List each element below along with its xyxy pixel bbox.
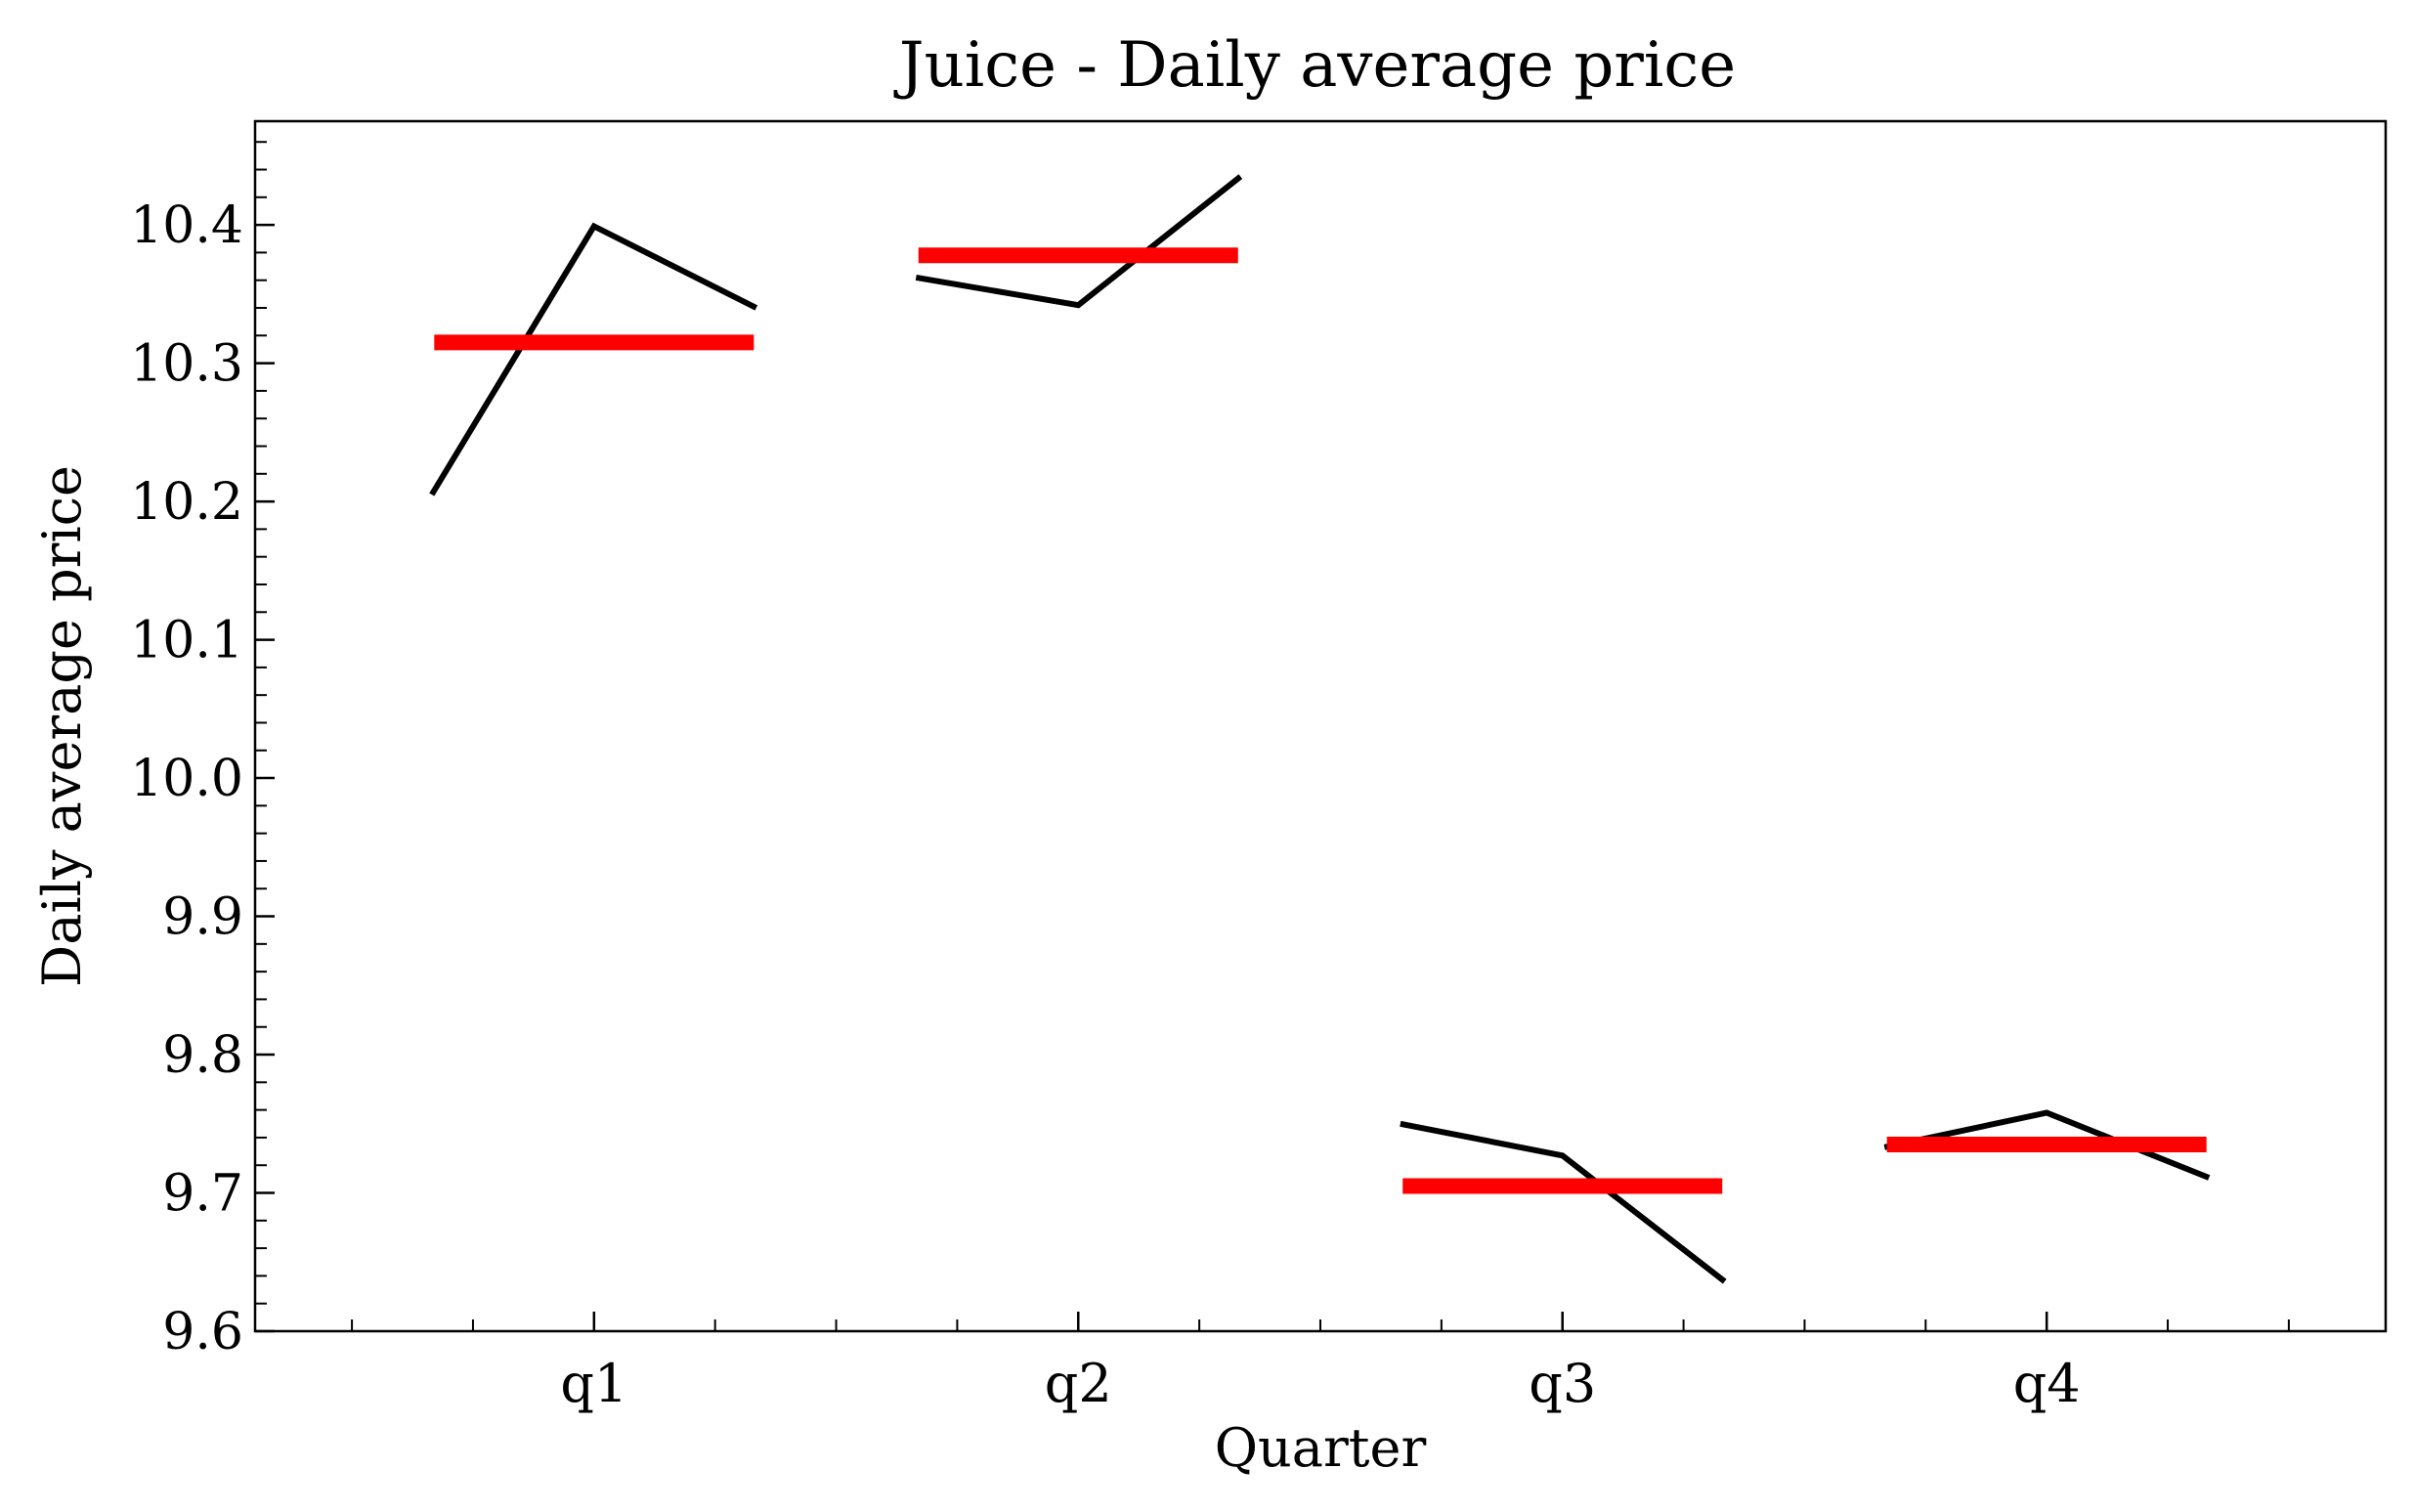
y-tick-label: 10.2 bbox=[130, 473, 243, 532]
y-tick-label: 10.0 bbox=[130, 750, 243, 808]
y-tick-label: 9.7 bbox=[162, 1165, 243, 1224]
y-tick-label: 9.8 bbox=[162, 1026, 243, 1085]
y-tick-label: 10.3 bbox=[130, 335, 243, 394]
series-layer bbox=[429, 174, 2211, 1284]
y-tick-label: 9.6 bbox=[162, 1303, 243, 1361]
daily-price-line-q1 bbox=[429, 222, 758, 497]
y-axis: 9.6 9.7 9.8 9.9 10.0 10.1 10.2 10.3 10.4 bbox=[130, 141, 275, 1361]
y-tick-label: 10.1 bbox=[130, 612, 243, 670]
x-axis: q1 q2 q3 q4 bbox=[351, 1312, 2290, 1414]
x-tick-label: q3 bbox=[1529, 1353, 1596, 1414]
x-tick-label: q4 bbox=[2013, 1353, 2081, 1414]
x-tick-label: q1 bbox=[560, 1353, 627, 1414]
x-axis-label: Quarter bbox=[1215, 1417, 1427, 1479]
daily-price-line-q3 bbox=[1400, 1120, 1727, 1284]
y-tick-label: 10.4 bbox=[130, 196, 243, 255]
x-tick-label: q2 bbox=[1045, 1353, 1112, 1414]
daily-price-line-q4 bbox=[1883, 1109, 2211, 1181]
chart-title: Juice - Daily average price bbox=[893, 29, 1736, 102]
y-tick-label: 9.9 bbox=[162, 888, 243, 947]
y-axis-label: Daily average price bbox=[31, 465, 93, 987]
daily-price-line-q2 bbox=[915, 174, 1243, 309]
